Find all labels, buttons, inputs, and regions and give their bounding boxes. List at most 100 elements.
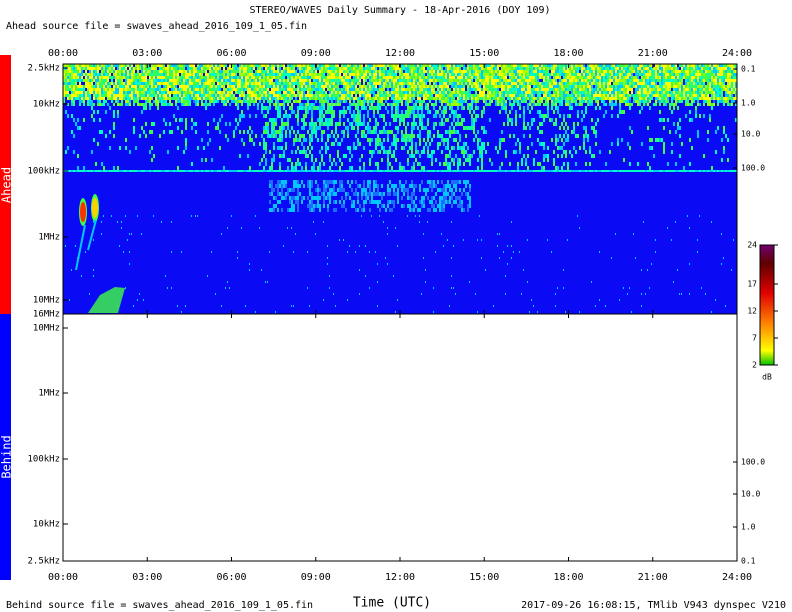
spectrogram-cell <box>275 311 276 313</box>
spectrogram-cell <box>323 67 325 70</box>
spectrogram-cell <box>295 162 297 166</box>
spectrogram-cell <box>437 180 439 184</box>
spectrogram-cell <box>207 130 209 134</box>
spectrogram-cell <box>137 88 139 91</box>
spectrogram-cell <box>377 82 379 85</box>
spectrogram-cell <box>307 130 309 134</box>
spectrogram-cell <box>175 70 177 73</box>
spectrogram-cell <box>415 67 417 70</box>
spectrogram-cell <box>101 91 103 94</box>
spectrogram-cell <box>449 162 451 166</box>
spectrogram-cell <box>377 281 378 283</box>
spectrogram-cell <box>311 106 313 110</box>
spectrogram-cell <box>109 70 111 73</box>
spectrogram-cell <box>501 88 503 91</box>
spectrogram-cell <box>367 76 369 79</box>
spectrogram-cell <box>407 114 409 118</box>
spectrogram-cell <box>113 64 115 67</box>
spectrogram-cell <box>219 88 221 91</box>
spectrogram-cell <box>119 97 121 100</box>
spectrogram-cell <box>315 82 317 85</box>
spectrogram-cell <box>173 70 175 73</box>
spectrogram-cell <box>541 85 543 88</box>
spectrogram-cell <box>101 170 103 172</box>
spectrogram-cell <box>321 170 323 172</box>
spectrogram-cell <box>257 170 259 172</box>
spectrogram-cell <box>299 73 301 76</box>
spectrogram-cell <box>99 100 101 103</box>
spectrogram-cell <box>335 100 337 103</box>
spectrogram-cell <box>65 110 67 114</box>
spectrogram-cell <box>243 88 245 91</box>
spectrogram-cell <box>159 64 161 67</box>
spectrogram-cell <box>273 82 275 85</box>
spectrogram-cell <box>297 118 299 122</box>
spectrogram-cell <box>437 188 439 192</box>
spectrogram-cell <box>457 180 459 184</box>
spectrogram-cell <box>327 184 329 188</box>
spectrogram-cell <box>375 106 377 110</box>
spectrogram-cell <box>145 70 147 73</box>
spectrogram-cell <box>365 85 367 88</box>
spectrogram-cell <box>371 88 373 91</box>
spectrogram-cell <box>281 103 283 106</box>
spectrogram-cell <box>341 162 343 166</box>
spectrogram-cell <box>347 73 349 76</box>
spectrogram-cell <box>231 85 233 88</box>
spectrogram-cell <box>223 94 225 97</box>
spectrogram-cell <box>99 73 101 76</box>
spectrogram-cell <box>281 188 283 192</box>
spectrogram-cell <box>173 64 175 67</box>
spectrogram-cell <box>527 103 529 106</box>
spectrogram-cell <box>309 85 311 88</box>
spectrogram-cell <box>101 76 103 79</box>
spectrogram-cell <box>395 126 397 130</box>
spectrogram-cell <box>321 67 323 70</box>
spectrogram-cell <box>473 70 475 73</box>
spectrogram-cell <box>343 82 345 85</box>
spectrogram-cell <box>79 64 81 67</box>
spectrogram-cell <box>317 67 319 70</box>
spectrogram-cell <box>207 94 209 97</box>
spectrogram-cell <box>279 88 281 91</box>
spectrogram-cell <box>543 114 545 118</box>
spectrogram-cell <box>237 106 239 110</box>
spectrogram-cell <box>91 103 93 106</box>
spectrogram-cell <box>415 73 417 76</box>
spectrogram-cell <box>463 85 465 88</box>
spectrogram-cell <box>441 103 443 106</box>
spectrogram-cell <box>309 64 311 67</box>
spectrogram-cell <box>371 70 373 73</box>
spectrogram-cell <box>139 293 140 295</box>
spectrogram-cell <box>435 200 437 204</box>
spectrogram-cell <box>363 200 365 204</box>
spectrogram-cell <box>191 88 193 91</box>
spectrogram-cell <box>307 79 309 82</box>
spectrogram-cell <box>207 79 209 82</box>
spectrogram-cell <box>397 130 399 134</box>
spectrogram-cell <box>401 134 403 138</box>
spectrogram-cell <box>87 103 89 106</box>
spectrogram-cell <box>327 118 329 122</box>
spectrogram-cell <box>507 170 509 172</box>
spectrogram-cell <box>241 100 243 103</box>
spectrogram-cell <box>149 79 151 82</box>
spectrogram-cell <box>67 91 69 94</box>
spectrogram-cell <box>255 73 257 76</box>
spectrogram-cell <box>147 82 149 85</box>
spectrogram-cell <box>273 64 275 67</box>
spectrogram-cell <box>373 110 375 114</box>
spectrogram-cell <box>323 88 325 91</box>
spectrogram-cell <box>89 67 91 70</box>
spectrogram-cell <box>159 85 161 88</box>
spectrogram-cell <box>301 97 303 100</box>
spectrogram-cell <box>177 64 179 67</box>
spectrogram-cell <box>253 142 255 146</box>
spectrogram-cell <box>279 146 281 150</box>
spectrogram-cell <box>235 170 237 172</box>
spectrogram-cell <box>469 204 471 208</box>
spectrogram-cell <box>549 73 551 76</box>
spectrogram-cell <box>459 88 461 91</box>
spectrogram-cell <box>347 97 349 100</box>
spectrogram-cell <box>537 103 539 106</box>
